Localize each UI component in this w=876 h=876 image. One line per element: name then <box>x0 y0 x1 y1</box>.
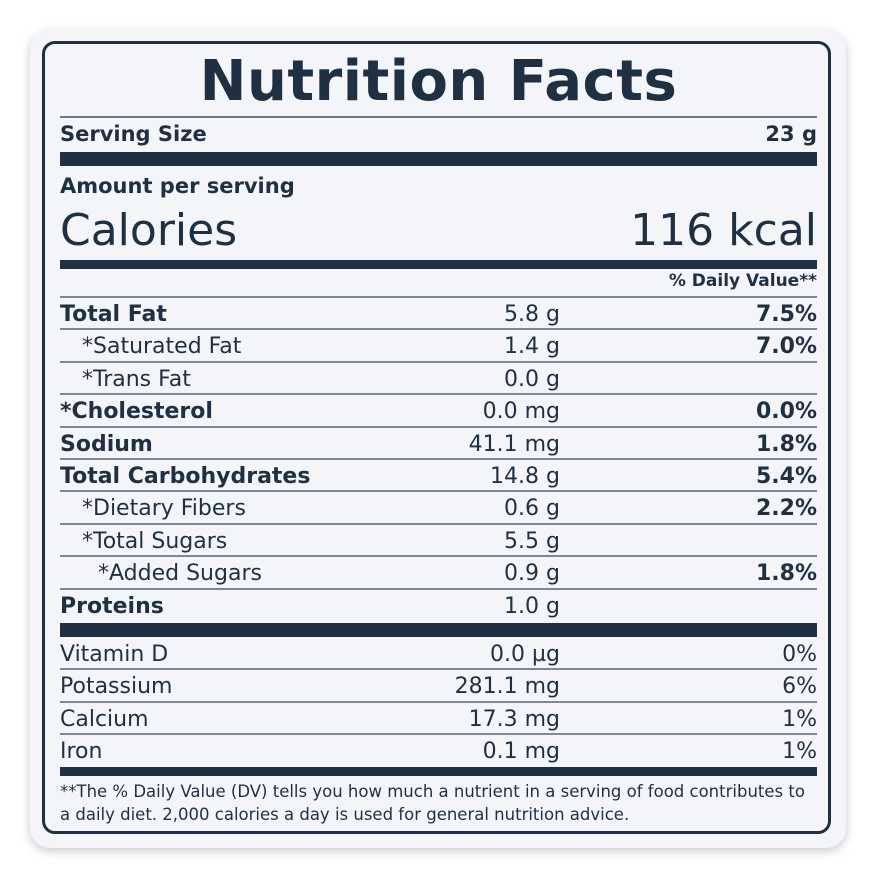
label-title: Nutrition Facts <box>199 49 678 114</box>
nutrient-amount: 5.5 g <box>504 528 560 554</box>
thick-divider <box>60 623 817 637</box>
nutrient-daily-value: 7.5% <box>755 302 817 327</box>
row-separator <box>60 700 817 703</box>
thick-divider <box>60 152 817 166</box>
nutrient-row: *Cholesterol 0.0 mg 0.0% <box>60 396 817 428</box>
nutrient-name: *Total Sugars <box>82 528 228 554</box>
vitamin-name: Iron <box>60 739 103 765</box>
calories-row: Calories 116 kcal <box>60 202 817 260</box>
nutrient-row: *Trans Fat 0.0 g <box>60 364 817 396</box>
serving-size-value: 23 g <box>765 122 817 146</box>
nutrient-name: *Dietary Fibers <box>82 496 246 522</box>
nutrient-row: Total Fat 5.8 g 7.5% <box>60 299 817 331</box>
amount-per-serving: Amount per serving <box>60 174 295 198</box>
nutrient-daily-value: 1.8% <box>755 431 817 457</box>
vitamin-name: Calcium <box>60 706 149 732</box>
nutrient-row: Proteins 1.0 g <box>60 591 817 623</box>
vitamin-amount: 17.3 mg <box>468 706 560 732</box>
row-separator <box>60 458 817 460</box>
vitamin-row: Potassium 281.1 mg 6% <box>60 671 817 703</box>
nutrient-row: *Total Sugars 5.5 g <box>60 526 817 558</box>
nutrient-amount: 0.0 g <box>504 366 560 392</box>
calories-value: 116 kcal <box>630 205 817 256</box>
nutrient-amount: 41.1 mg <box>468 431 560 457</box>
nutrient-name: *Cholesterol <box>60 399 213 425</box>
nutrient-name: Total Fat <box>60 302 167 327</box>
nutrient-daily-value: 5.4% <box>755 464 817 489</box>
row-separator <box>60 522 817 525</box>
vitamin-amount: 0.1 mg <box>482 739 560 765</box>
serving-size-label: Serving Size <box>60 122 207 146</box>
nutrient-name: Total Carbohydrates <box>60 464 311 489</box>
vitamin-daily-value: 6% <box>782 674 817 700</box>
vitamin-name: Potassium <box>60 674 173 700</box>
label-card <box>30 30 846 848</box>
nutrient-daily-value: 7.0% <box>755 334 817 360</box>
nutrient-amount: 14.8 g <box>490 464 560 489</box>
row-separator <box>60 328 817 331</box>
medium-divider <box>60 260 817 269</box>
row-separator <box>60 490 817 493</box>
vitamin-daily-value: 1% <box>782 706 817 732</box>
serving-size-row: Serving Size 23 g <box>60 118 817 150</box>
vitamin-row: Iron 0.1 mg 1% <box>60 736 817 768</box>
nutrient-amount: 0.6 g <box>504 496 560 522</box>
nutrient-amount: 0.9 g <box>504 561 560 587</box>
vitamin-row: Calcium 17.3 mg 1% <box>60 704 817 736</box>
vitamin-daily-value: 1% <box>782 739 817 765</box>
nutrition-facts-label: Nutrition Facts Serving Size 23 g Amount… <box>42 41 831 834</box>
calories-label: Calories <box>60 205 238 256</box>
nutrient-daily-value: 2.2% <box>755 496 817 522</box>
nutrient-daily-value: 1.8% <box>755 561 817 587</box>
daily-value-header: % Daily Value** <box>668 271 817 291</box>
nutrient-amount: 0.0 mg <box>482 399 560 425</box>
nutrient-daily-value: 0.0% <box>755 399 817 425</box>
row-separator <box>60 668 817 671</box>
nutrient-name: Proteins <box>60 593 164 619</box>
vitamin-amount: 281.1 mg <box>454 674 560 700</box>
nutrient-row: Sodium 41.1 mg 1.8% <box>60 429 817 461</box>
nutrient-name: *Added Sugars <box>98 561 262 587</box>
row-separator <box>60 733 817 736</box>
nutrient-name: *Trans Fat <box>82 366 191 392</box>
vitamin-row: Vitamin D 0.0 µg 0% <box>60 639 817 671</box>
row-separator <box>60 296 817 298</box>
vitamin-amount: 0.0 µg <box>490 642 560 667</box>
nutrient-row: *Saturated Fat 1.4 g 7.0% <box>60 331 817 363</box>
footnote: **The % Daily Value (DV) tells you how m… <box>60 782 805 824</box>
nutrient-row: *Dietary Fibers 0.6 g 2.2% <box>60 493 817 525</box>
nutrient-amount: 5.8 g <box>504 302 560 327</box>
medium-divider <box>60 767 817 776</box>
nutrient-amount: 1.4 g <box>504 334 560 360</box>
nutrient-name: *Saturated Fat <box>82 334 242 360</box>
row-separator <box>60 587 817 590</box>
divider <box>60 116 817 118</box>
vitamin-daily-value: 0% <box>782 642 817 667</box>
row-separator <box>60 555 817 558</box>
row-separator <box>60 425 817 428</box>
nutrient-name: Sodium <box>60 431 153 457</box>
row-separator <box>60 393 817 396</box>
nutrient-row: Total Carbohydrates 14.8 g 5.4% <box>60 461 817 493</box>
vitamin-name: Vitamin D <box>60 642 169 667</box>
nutrient-amount: 1.0 g <box>504 593 560 619</box>
nutrient-row: *Added Sugars 0.9 g 1.8% <box>60 558 817 590</box>
row-separator <box>60 360 817 363</box>
